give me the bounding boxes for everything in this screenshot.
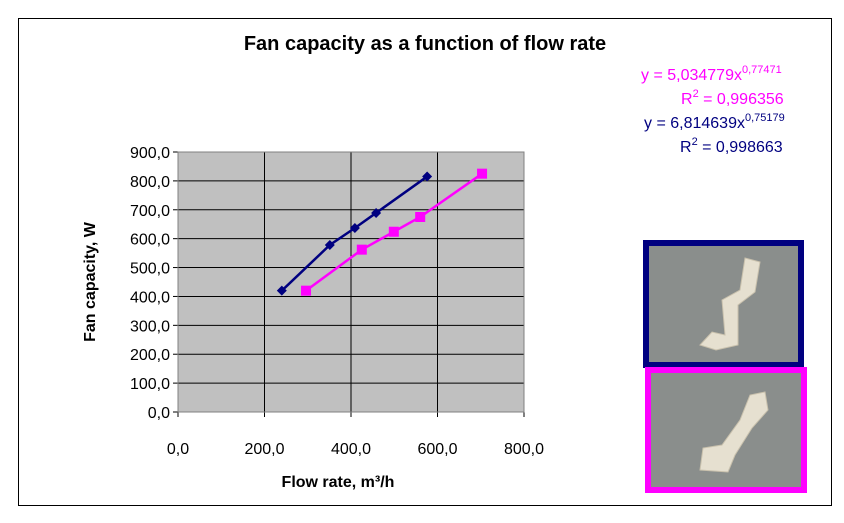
- equation: y = 6,814639x0,75179: [644, 112, 785, 132]
- y-tick-label: 700,0: [130, 203, 170, 220]
- duct-photo-navy: [643, 240, 804, 368]
- marker: [276, 285, 287, 296]
- equation: y = 5,034779x0,77471: [641, 64, 782, 84]
- equation-text: = 0,996356: [699, 91, 784, 108]
- marker: [388, 226, 399, 237]
- y-tick-label: 0,0: [148, 405, 170, 422]
- equation-superscript: 2: [692, 136, 698, 148]
- equation-text: y = 6,814639x: [644, 115, 745, 132]
- y-tick-label: 400,0: [130, 289, 170, 306]
- marker: [477, 168, 488, 179]
- x-axis-title: Flow rate, m³/h: [282, 474, 395, 491]
- marker: [301, 285, 312, 296]
- marker: [349, 222, 360, 233]
- marker: [324, 240, 335, 251]
- marker: [415, 212, 426, 222]
- equation-text: = 0,998663: [698, 139, 783, 156]
- y-tick-label: 500,0: [130, 261, 170, 278]
- y-tick-label: 300,0: [130, 318, 170, 335]
- equation: R2 = 0,998663: [680, 136, 783, 156]
- equation-superscript: 0,75179: [745, 112, 785, 124]
- equation-text: y = 5,034779x: [641, 67, 742, 84]
- plot-area: 0,0 100,0 200,0 300,0 400,0 500,0 600,0 700,0 80…: [130, 145, 544, 458]
- x-tick-label: 200,0: [244, 441, 284, 458]
- chart-title: Fan capacity as a function of flow rate: [244, 33, 606, 55]
- x-tick-label: 800,0: [504, 441, 544, 458]
- marker: [356, 244, 367, 255]
- equation-text: R: [681, 91, 693, 108]
- marker: [422, 171, 433, 182]
- equation-superscript: 2: [693, 88, 699, 100]
- equation-superscript: 0,77471: [742, 64, 782, 76]
- y-tick-label: 100,0: [130, 376, 170, 393]
- y-tick-label: 600,0: [130, 232, 170, 249]
- x-tick-label: 400,0: [331, 441, 371, 458]
- y-tick-label: 200,0: [130, 347, 170, 364]
- equation-text: R: [680, 139, 692, 156]
- x-tick-label: 0,0: [167, 441, 189, 458]
- x-tick-label: 600,0: [417, 441, 457, 458]
- y-tick-label: 800,0: [130, 174, 170, 191]
- marker: [371, 207, 382, 218]
- equation: R2 = 0,996356: [681, 88, 784, 108]
- y-axis-title: Fan capacity, W: [82, 221, 99, 342]
- plot-border: [177, 151, 525, 413]
- y-tick-label: 900,0: [130, 145, 170, 162]
- duct-photo-magenta: [645, 367, 807, 493]
